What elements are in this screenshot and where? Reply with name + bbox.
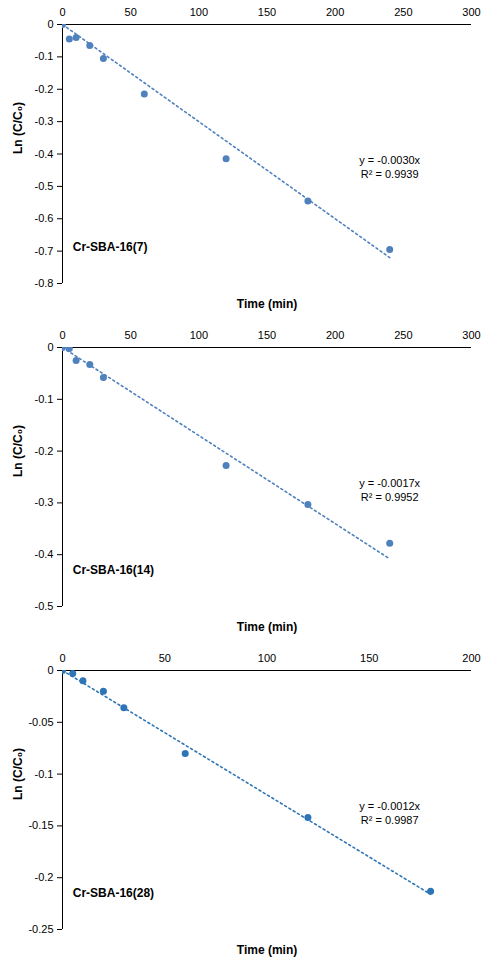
svg-text:100: 100	[258, 652, 276, 664]
svg-text:300: 300	[462, 329, 480, 341]
svg-text:0: 0	[59, 329, 65, 341]
svg-text:-0.5: -0.5	[35, 180, 54, 192]
svg-text:250: 250	[394, 6, 412, 18]
svg-text:Ln (C/C₀): Ln (C/C₀)	[11, 102, 25, 154]
svg-text:-0.8: -0.8	[35, 277, 54, 289]
svg-text:-0.05: -0.05	[28, 716, 53, 728]
svg-text:200: 200	[326, 6, 344, 18]
svg-text:y = -0.0012xR² = 0.9987: y = -0.0012xR² = 0.9987	[359, 800, 420, 826]
svg-text:0: 0	[47, 341, 53, 353]
svg-text:Time (min): Time (min)	[237, 943, 297, 957]
svg-text:50: 50	[125, 6, 137, 18]
svg-text:0: 0	[59, 6, 65, 18]
svg-text:-0.3: -0.3	[35, 115, 54, 127]
svg-text:-0.2: -0.2	[35, 871, 54, 883]
svg-text:0: 0	[47, 664, 53, 676]
svg-text:50: 50	[125, 329, 137, 341]
svg-text:200: 200	[462, 652, 480, 664]
svg-text:Ln (C/C₀): Ln (C/C₀)	[11, 425, 25, 477]
svg-text:-0.4: -0.4	[35, 148, 54, 160]
svg-text:0: 0	[47, 18, 53, 30]
svg-text:100: 100	[190, 329, 208, 341]
svg-text:-0.1: -0.1	[35, 768, 54, 780]
svg-text:-0.1: -0.1	[35, 50, 54, 62]
svg-text:0: 0	[59, 652, 65, 664]
svg-text:-0.4: -0.4	[35, 548, 54, 560]
svg-text:250: 250	[394, 329, 412, 341]
svg-text:200: 200	[326, 329, 344, 341]
svg-text:100: 100	[190, 6, 208, 18]
svg-text:150: 150	[258, 329, 276, 341]
svg-text:Cr-SBA-16(28): Cr-SBA-16(28)	[73, 886, 154, 900]
svg-text:y = -0.0030xR² = 0.9939: y = -0.0030xR² = 0.9939	[359, 154, 420, 180]
svg-text:Time (min): Time (min)	[237, 297, 297, 311]
svg-text:y = -0.0017xR² = 0.9952: y = -0.0017xR² = 0.9952	[359, 477, 420, 503]
svg-text:-0.6: -0.6	[35, 212, 54, 224]
svg-text:150: 150	[258, 6, 276, 18]
svg-text:-0.3: -0.3	[35, 496, 54, 508]
svg-text:Ln (C/C₀): Ln (C/C₀)	[11, 748, 25, 800]
svg-text:300: 300	[462, 6, 480, 18]
svg-text:-0.7: -0.7	[35, 245, 54, 257]
svg-text:-0.25: -0.25	[28, 923, 53, 935]
svg-text:-0.2: -0.2	[35, 83, 54, 95]
svg-text:Cr-SBA-16(14): Cr-SBA-16(14)	[73, 563, 154, 577]
svg-text:-0.5: -0.5	[35, 600, 54, 612]
svg-text:Time (min): Time (min)	[237, 620, 297, 634]
svg-text:Cr-SBA-16(7): Cr-SBA-16(7)	[73, 240, 148, 254]
svg-text:-0.15: -0.15	[28, 819, 53, 831]
svg-text:-0.2: -0.2	[35, 445, 54, 457]
svg-text:150: 150	[360, 652, 378, 664]
svg-text:-0.1: -0.1	[35, 393, 54, 405]
svg-text:50: 50	[159, 652, 171, 664]
